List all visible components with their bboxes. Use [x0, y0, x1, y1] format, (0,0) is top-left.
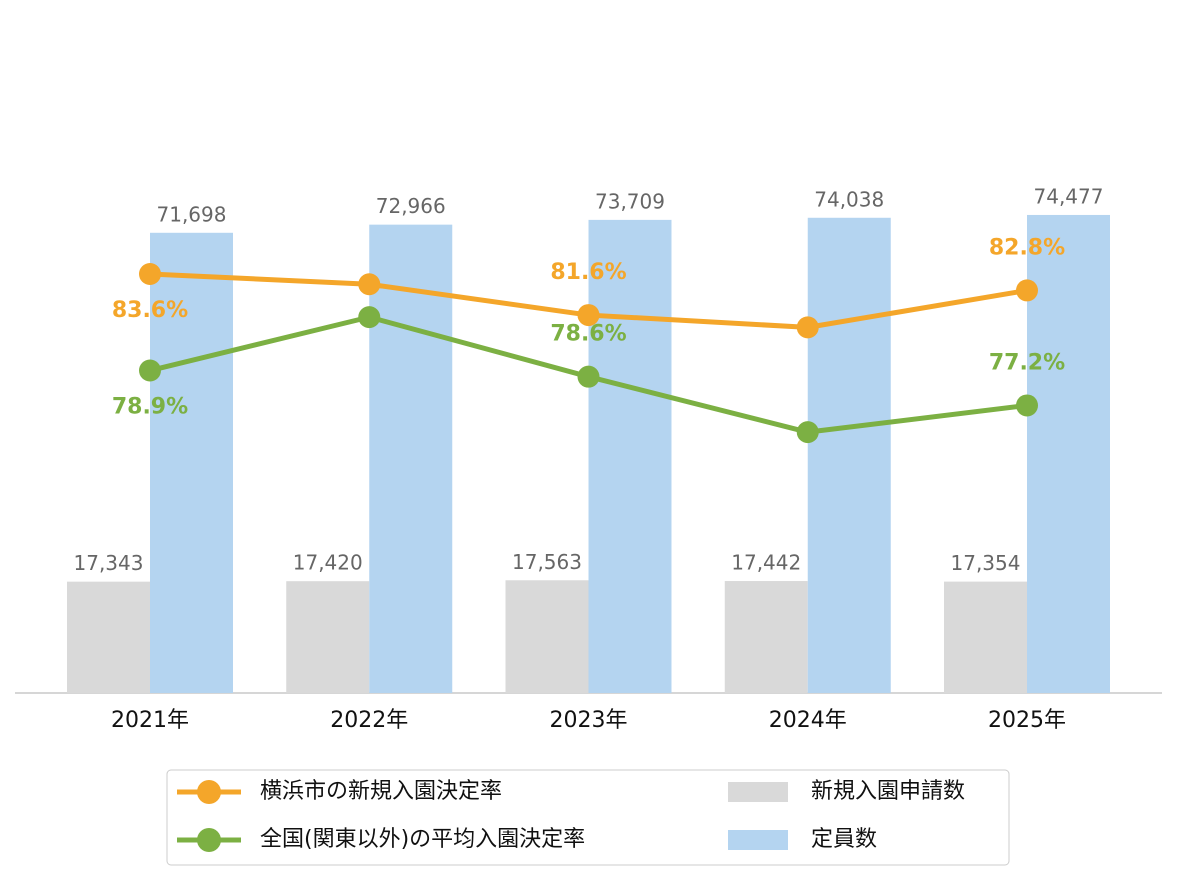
line-point — [1016, 394, 1038, 417]
bar-value-label: 71,698 — [157, 202, 227, 226]
bar-value-label: 17,442 — [731, 551, 801, 575]
bar-value-label: 17,354 — [951, 551, 1021, 575]
bar — [944, 581, 1027, 693]
legend-label: 横浜市の新規入園決定率 — [260, 779, 502, 804]
line-point — [577, 365, 600, 388]
line-point — [796, 421, 819, 444]
x-tick-label: 2023年 — [550, 708, 628, 733]
bar-value-label: 17,343 — [74, 551, 144, 575]
line-point — [1016, 279, 1038, 302]
line-point — [358, 273, 381, 296]
line-point — [796, 316, 819, 339]
bar — [1027, 214, 1110, 694]
bar — [807, 217, 891, 693]
bar-value-label: 74,038 — [814, 187, 884, 211]
legend-label: 全国(関東以外)の平均入園決定率 — [260, 827, 585, 852]
bar-value-label: 17,420 — [293, 551, 363, 575]
legend-swatch — [728, 782, 788, 802]
line-value-label: 78.6% — [550, 322, 626, 347]
line-value-label: 81.6% — [550, 260, 626, 285]
legend-swatch — [728, 830, 788, 850]
bar-value-label: 74,477 — [1034, 184, 1104, 208]
x-tick-label: 2021年 — [111, 708, 189, 733]
line-value-label: 77.2% — [989, 350, 1065, 375]
legend-marker — [197, 828, 221, 852]
bar — [588, 219, 672, 693]
legend-marker — [197, 780, 221, 804]
legend-label: 新規入園申請数 — [811, 779, 965, 804]
legend-label: 定員数 — [811, 827, 877, 852]
bar — [67, 581, 150, 693]
bar-value-label: 73,709 — [595, 189, 665, 213]
bar — [505, 580, 589, 693]
line-point — [139, 359, 161, 382]
bar-value-label: 17,563 — [512, 550, 582, 574]
x-tick-label: 2022年 — [330, 708, 408, 733]
line-value-label: 82.8% — [989, 235, 1065, 260]
bar — [150, 232, 233, 694]
x-tick-label: 2025年 — [988, 708, 1066, 733]
bar — [286, 581, 370, 693]
bar-value-label: 72,966 — [376, 194, 446, 218]
line-point — [139, 262, 161, 285]
x-tick-label: 2024年 — [769, 708, 847, 733]
line-point — [358, 306, 381, 329]
bar — [724, 581, 808, 693]
bar — [369, 224, 453, 694]
legend-box — [166, 769, 1010, 866]
line-value-label: 78.9% — [112, 395, 188, 420]
line-value-label: 83.6% — [112, 298, 188, 323]
line-point — [577, 304, 600, 327]
